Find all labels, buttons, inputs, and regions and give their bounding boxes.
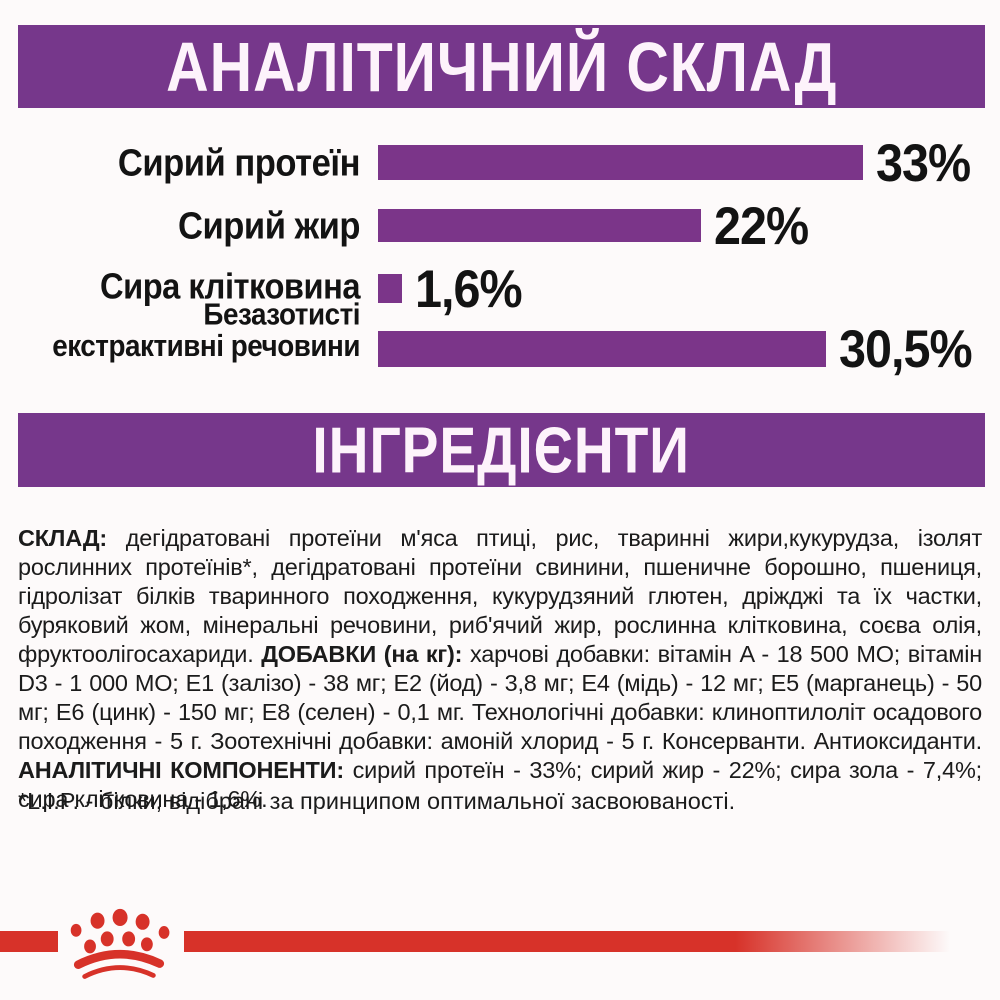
analytical-components-body: сирий протеїн - 33%; сирий жир - 22%; си… bbox=[18, 756, 982, 812]
ingredients-text: СКЛАД: дегідратовані протеїни м'яса птиц… bbox=[18, 524, 982, 814]
lip-footnote: *L.I.P. - білки, відібрані за принципом … bbox=[18, 787, 736, 814]
bar-nitrogen-free-extractives bbox=[378, 331, 827, 367]
analytical-components-heading: АНАЛІТИЧНІ КОМПОНЕНТИ: bbox=[18, 756, 353, 783]
bar-value-nitrogen-free-extractives: 30,5% bbox=[839, 319, 973, 379]
bar-label-nitrogen-free-extractives: Безазотисті екстрактивні речовини bbox=[14, 300, 360, 363]
ingredients-title: ІНГРЕДІЄНТИ bbox=[312, 413, 691, 487]
bar-value-crude-fiber: 1,6% bbox=[414, 258, 523, 319]
ingredients-banner: ІНГРЕДІЄНТИ bbox=[18, 413, 985, 487]
additives-heading: ДОБАВКИ (на кг): bbox=[261, 640, 470, 667]
footer-stripe-left bbox=[0, 931, 58, 952]
bar-crude-fiber bbox=[378, 274, 402, 303]
bar-label-crude-protein: Сирий протеїн bbox=[117, 140, 361, 185]
additives-body: харчові добавки: вітамін A - 18 500 МО; … bbox=[18, 640, 983, 754]
royal-canin-crown-icon bbox=[70, 908, 170, 979]
bar-label-line-1: Безазотисті bbox=[203, 298, 360, 333]
analytical-composition-title: АНАЛІТИЧНИЙ СКЛАД bbox=[165, 27, 838, 106]
bar-crude-fat bbox=[378, 209, 702, 242]
bar-label-line-2: екстрактивні речовини bbox=[52, 329, 360, 364]
bar-value-crude-protein: 33% bbox=[876, 132, 971, 193]
bar-crude-protein bbox=[378, 145, 864, 180]
bar-value-crude-fat: 22% bbox=[714, 195, 809, 256]
footer-stripe-right bbox=[184, 931, 950, 952]
bar-label-crude-fat: Сирий жир bbox=[178, 203, 360, 248]
composition-body: дегідратовані протеїни м'яса птиці, рис,… bbox=[18, 524, 983, 667]
composition-heading: СКЛАД: bbox=[18, 524, 126, 551]
analytical-composition-banner: АНАЛІТИЧНИЙ СКЛАД bbox=[18, 25, 985, 108]
bar-label-crude-fiber: Сира клітковина bbox=[100, 267, 361, 307]
